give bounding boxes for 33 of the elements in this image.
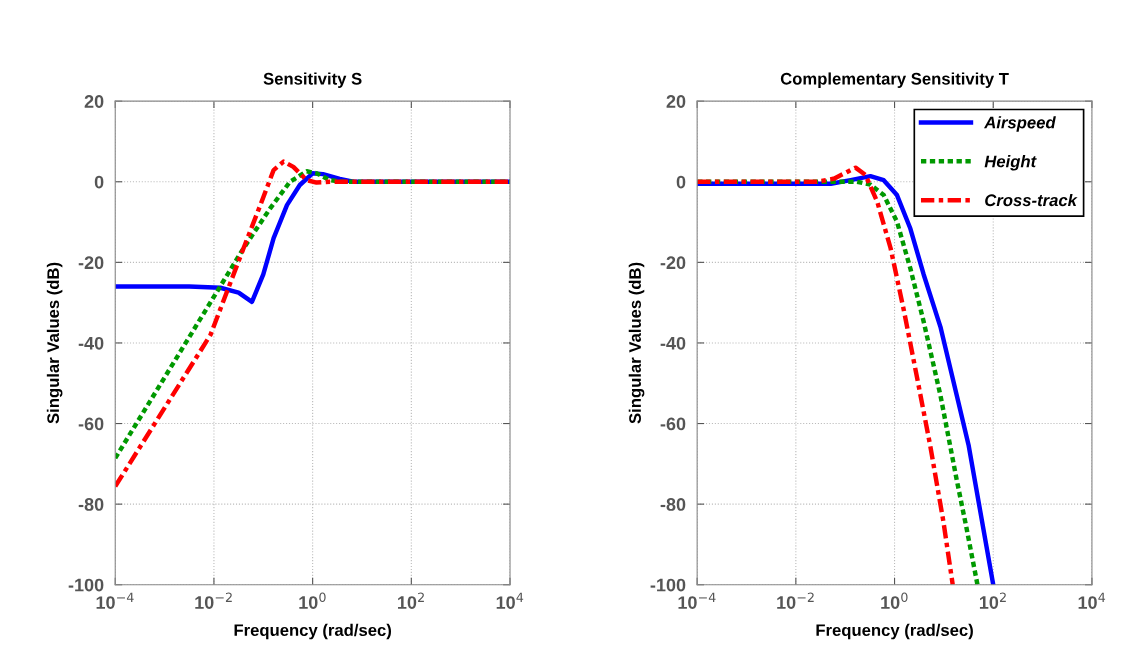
- y-tick-label: -60: [78, 417, 104, 431]
- y-tick-label: -40: [78, 336, 104, 350]
- y-axis-title: Singular Values (dB): [46, 262, 63, 424]
- x-tick-label: 10$^{0}$: [881, 592, 908, 609]
- x-tick-label: 10$^{2}$: [979, 592, 1006, 609]
- chart-title: Complementary Sensitivity T: [780, 72, 1009, 88]
- y-tick-label: -20: [78, 256, 104, 270]
- y-tick-label: 20: [666, 95, 686, 108]
- y-tick-label: -80: [78, 498, 104, 511]
- x-tick-label: 10$^{−2}$: [777, 592, 814, 609]
- y-tick-label: -80: [660, 498, 686, 511]
- y-tick-label: -100: [650, 578, 686, 592]
- legend-label: Height: [984, 155, 1037, 171]
- y-tick-label: -20: [660, 256, 686, 270]
- y-tick-label: -40: [660, 336, 686, 350]
- x-axis-title: Frequency (rad/sec): [816, 623, 973, 640]
- y-tick-label: 0: [676, 175, 686, 189]
- chart-title: Sensitivity S: [263, 72, 362, 88]
- legend-label: Airspeed: [983, 116, 1056, 132]
- x-tick-label: 10$^{0}$: [299, 592, 326, 609]
- x-tick-label: 10$^{−4}$: [96, 592, 134, 609]
- x-tick-label: 10$^{−2}$: [195, 592, 232, 609]
- y-axis-title: Singular Values (dB): [628, 262, 645, 424]
- x-tick-label: 10$^{4}$: [1078, 592, 1106, 609]
- x-tick-label: 10$^{4}$: [496, 592, 524, 609]
- x-axis-title: Frequency (rad/sec): [234, 623, 392, 640]
- y-tick-label: 20: [84, 95, 104, 108]
- y-tick-label: 0: [94, 175, 104, 189]
- legend-label: Cross-track: [985, 193, 1078, 207]
- x-tick-label: 10$^{−4}$: [678, 592, 716, 609]
- x-tick-label: 10$^{2}$: [398, 592, 424, 609]
- y-tick-label: -60: [660, 417, 686, 431]
- y-tick-label: -100: [68, 578, 104, 592]
